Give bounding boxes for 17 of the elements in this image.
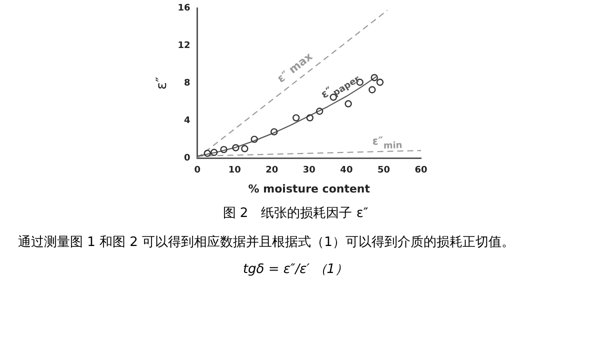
text: tgδ = ε″/ε′ （1） (242, 261, 350, 278)
x-tick-label: 50 (377, 166, 390, 176)
y-tick-label: 0 (184, 153, 190, 164)
x-tick-label: 10 (228, 166, 241, 176)
y-tick-label: 4 (184, 116, 190, 126)
y-tick-label: 8 (184, 78, 190, 89)
caption: 图 2 纸张的损耗因子 ε″ (222, 205, 370, 222)
y-tick-label: 12 (178, 41, 190, 52)
x-tick-label: 40 (340, 166, 353, 176)
x-tick-label: 20 (266, 166, 278, 176)
x-tick-label: 30 (302, 166, 316, 176)
x-tick-label: 60 (414, 166, 428, 176)
text: 通过测量图 1 和图 2 可以得到相应数据并且根据式（1）可以得到介质的损耗正切值。 (17, 234, 516, 252)
y-tick-label: 16 (178, 4, 190, 14)
x-tick-label: 0 (194, 166, 200, 176)
x-axis-title: % moisture content (248, 182, 370, 196)
y-axis-title: ε″ (154, 76, 170, 90)
